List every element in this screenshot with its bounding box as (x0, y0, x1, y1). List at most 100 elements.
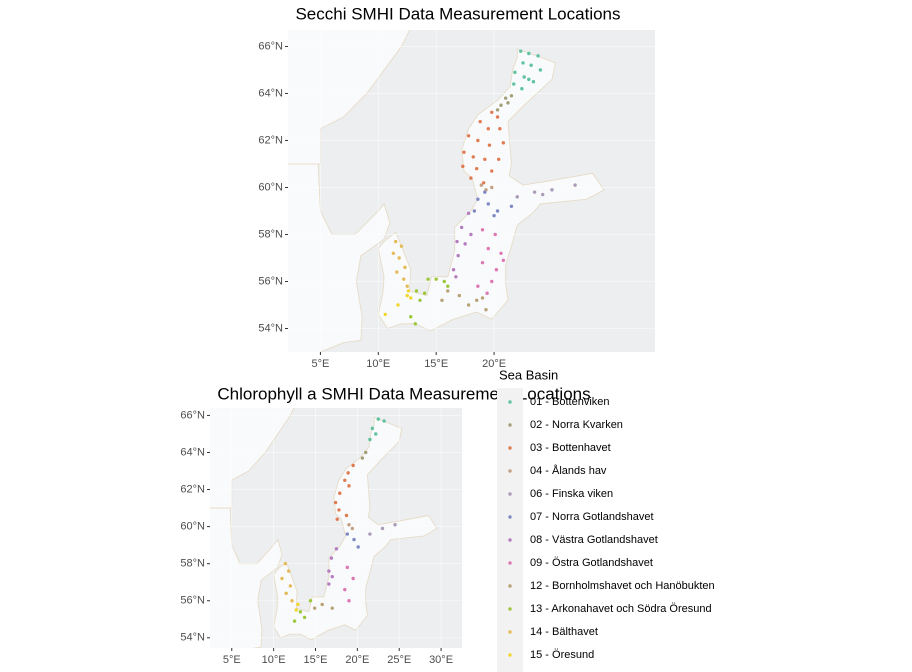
legend-key (508, 630, 512, 634)
location-point (513, 70, 517, 75)
location-point (370, 426, 375, 431)
location-point (347, 523, 351, 527)
location-point (490, 169, 494, 173)
chart-title: Secchi SMHI Data Measurement Locations (295, 4, 620, 23)
location-point (476, 197, 480, 201)
location-point (461, 164, 465, 169)
location-point (483, 190, 487, 194)
location-point (360, 456, 365, 460)
location-point (338, 491, 342, 495)
location-point (343, 587, 347, 592)
location-point (391, 251, 396, 255)
legend-label: 04 - Ålands hav (530, 464, 607, 477)
y-tick-label: 64°N (180, 446, 205, 458)
location-point (480, 260, 485, 265)
location-point (376, 417, 380, 421)
legend-key (508, 400, 512, 404)
location-point (469, 176, 473, 180)
legend-label: 06 - Finska viken (530, 488, 613, 500)
location-point (393, 523, 397, 527)
location-point (454, 275, 458, 279)
location-point (485, 291, 489, 295)
y-tick-label: 64°N (258, 87, 283, 99)
location-point (529, 63, 533, 67)
legend-label: 14 - Bälthavet (530, 626, 598, 638)
location-point (434, 277, 438, 281)
location-point (292, 619, 297, 623)
location-point (418, 298, 422, 302)
x-tick-label: 15°E (303, 654, 327, 666)
location-point (480, 296, 485, 300)
location-point (347, 484, 351, 488)
location-point (347, 599, 351, 603)
location-point (509, 204, 514, 208)
location-point (466, 134, 471, 138)
map-layer (210, 408, 462, 648)
y-tick-label: 58°N (180, 558, 205, 570)
location-point (486, 202, 490, 206)
y-tick-label: 60°N (258, 181, 283, 193)
location-point (327, 569, 331, 573)
location-point (501, 258, 506, 263)
location-point (512, 82, 516, 86)
location-point (519, 49, 523, 53)
location-point (284, 591, 288, 596)
location-point (475, 298, 479, 302)
location-point (446, 289, 450, 293)
location-point (550, 188, 554, 192)
x-tick-label: 10°E (262, 654, 286, 666)
location-point (345, 532, 350, 536)
location-point (494, 268, 499, 272)
legend-background (497, 388, 523, 672)
location-point (527, 77, 531, 82)
location-point (509, 94, 514, 98)
location-point (531, 80, 536, 84)
legend-key (508, 538, 512, 542)
location-point (380, 526, 385, 531)
legend-key (508, 446, 512, 450)
location-point (327, 582, 331, 586)
legend-key (508, 561, 512, 565)
location-point (298, 610, 303, 614)
legend-key (508, 469, 512, 473)
legend-label: 01 - Bottenviken (530, 396, 610, 408)
location-point (329, 556, 334, 560)
x-tick-label: 20°E (482, 358, 506, 370)
location-point (451, 268, 456, 272)
location-point (395, 270, 399, 274)
location-point (440, 298, 444, 302)
location-point (402, 277, 406, 281)
location-point (383, 312, 387, 317)
x-tick-label: 15°E (424, 358, 448, 370)
location-point (493, 232, 497, 237)
y-tick-label: 56°N (258, 275, 283, 287)
x-tick-label: 5°E (311, 358, 329, 370)
location-point (483, 157, 487, 161)
location-point (422, 291, 427, 295)
x-tick-label: 30°E (429, 654, 453, 666)
legend-key (508, 653, 512, 657)
location-point (457, 293, 462, 298)
location-point (396, 303, 400, 307)
location-point (368, 437, 372, 442)
location-point (492, 213, 496, 218)
location-point (495, 209, 500, 213)
location-point (536, 54, 540, 58)
location-point (456, 253, 460, 258)
location-point (393, 239, 398, 244)
location-point (344, 513, 349, 518)
location-point (499, 251, 503, 255)
location-point (442, 279, 446, 284)
location-point (573, 183, 577, 187)
location-point (346, 471, 350, 475)
location-point (312, 606, 317, 610)
location-point (521, 61, 525, 65)
location-point (490, 185, 494, 190)
location-point (280, 576, 284, 581)
location-point (406, 289, 411, 293)
location-point (497, 157, 501, 161)
x-tick-label: 25°E (387, 654, 411, 666)
location-point (330, 574, 334, 579)
location-point (463, 242, 467, 246)
